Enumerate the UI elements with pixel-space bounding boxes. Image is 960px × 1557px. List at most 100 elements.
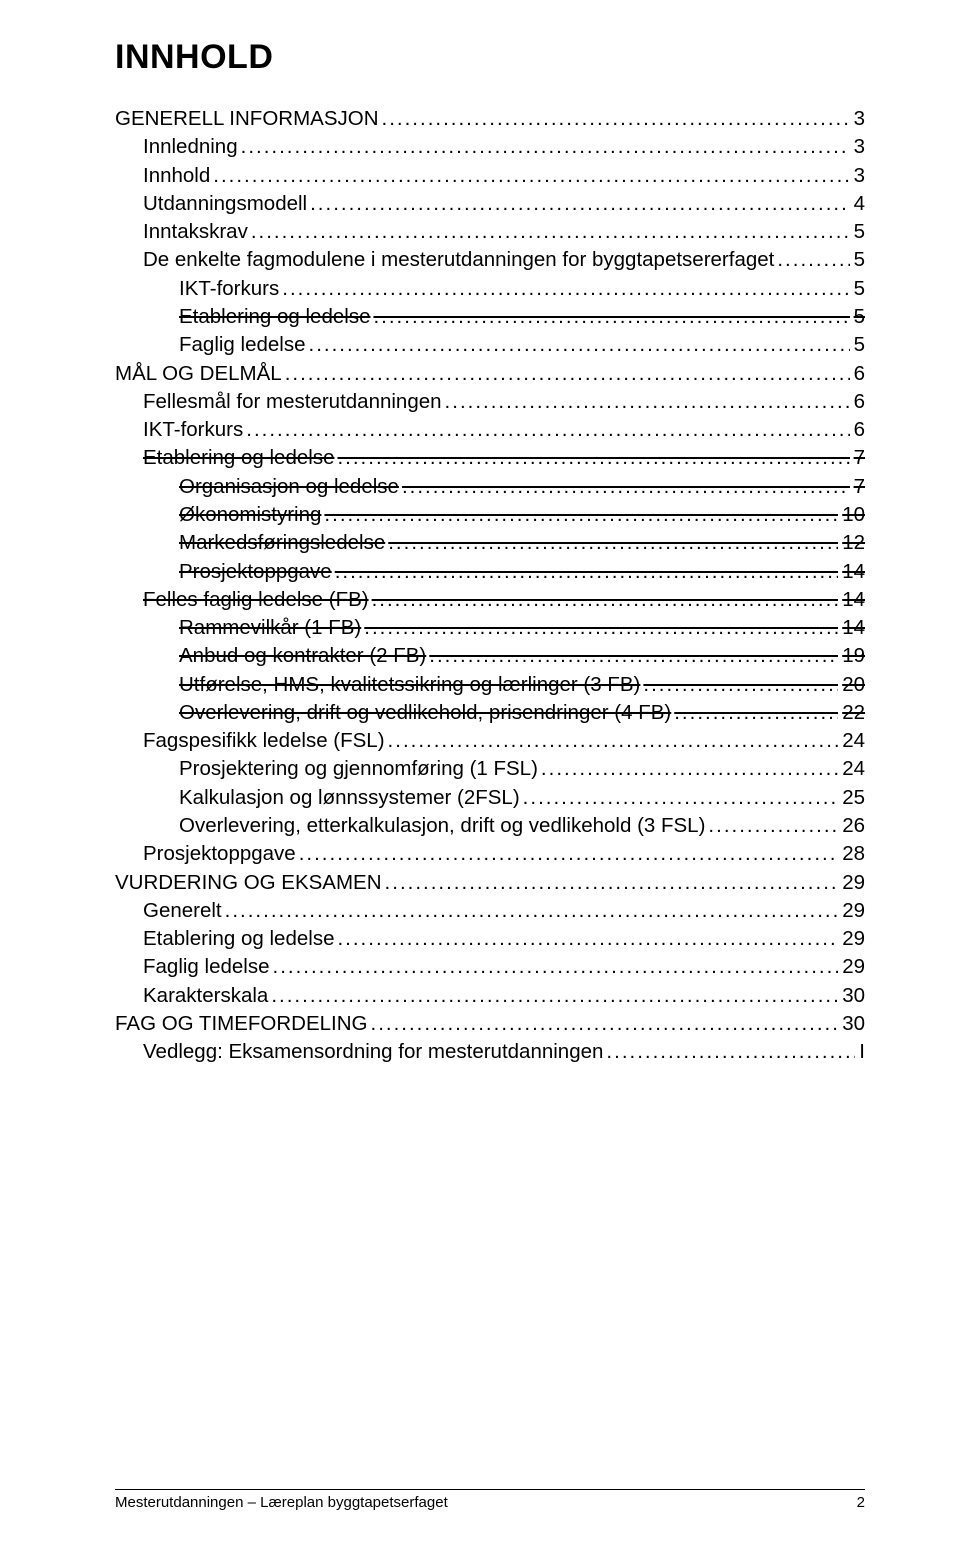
toc-row: Prosjektoppgave.........................…	[115, 558, 865, 586]
toc-page-number: I	[855, 1038, 865, 1066]
toc-row: Karakterskala...........................…	[115, 982, 865, 1010]
toc-leader-dots: ........................................…	[334, 925, 838, 953]
toc-row: Etablering og ledelse...................…	[115, 303, 865, 331]
toc-label: Fagspesifikk ledelse (FSL)	[143, 727, 385, 755]
toc-leader-dots: ........................................…	[279, 275, 849, 303]
toc-leader-dots: ........................................…	[361, 614, 838, 642]
toc-page-number: 19	[838, 642, 865, 670]
toc-leader-dots: ........................................…	[238, 133, 850, 161]
toc-label: Fellesmål for mesterutdanningen	[143, 388, 442, 416]
toc-leader-dots: ........................................…	[385, 727, 839, 755]
toc-row: Organisasjon og ledelse.................…	[115, 473, 865, 501]
toc-row: Fellesmål for mesterutdanningen.........…	[115, 388, 865, 416]
toc-page-number: 6	[850, 360, 865, 388]
toc-row: Anbud og kontrakter (2 FB)..............…	[115, 642, 865, 670]
toc-row: VURDERING OG EKSAMEN....................…	[115, 869, 865, 897]
toc-label: Prosjektoppgave	[143, 840, 296, 868]
toc-leader-dots: ........................................…	[222, 897, 839, 925]
toc-label: Prosjektoppgave	[179, 558, 332, 586]
toc-page-number: 5	[850, 331, 865, 359]
toc-leader-dots: ........................................…	[520, 784, 839, 812]
toc-page-number: 30	[838, 1010, 865, 1038]
toc-row: Inntakskrav.............................…	[115, 218, 865, 246]
footer-page-number: 2	[857, 1494, 865, 1511]
toc-row: IKT-forkurs.............................…	[115, 275, 865, 303]
toc-page-number: 5	[850, 303, 865, 331]
footer-divider	[115, 1489, 865, 1490]
toc-page-number: 22	[838, 699, 865, 727]
toc-leader-dots: ........................................…	[332, 558, 838, 586]
toc-row: De enkelte fagmodulene i mesterutdanning…	[115, 246, 865, 274]
toc-row: Innledning..............................…	[115, 133, 865, 161]
toc-leader-dots: ........................................…	[307, 190, 849, 218]
toc-label: Markedsføringsledelse	[179, 529, 385, 557]
toc-page-number: 28	[838, 840, 865, 868]
toc-page-number: 10	[838, 501, 865, 529]
toc-row: FAG OG TIMEFORDELING....................…	[115, 1010, 865, 1038]
footer: Mesterutdanningen – Læreplan byggtapetse…	[115, 1489, 865, 1511]
toc-row: Utførelse, HMS, kvalitetssikring og lærl…	[115, 671, 865, 699]
toc-row: IKT-forkurs.............................…	[115, 416, 865, 444]
toc-leader-dots: ........................................…	[334, 444, 849, 472]
toc-label: IKT-forkurs	[179, 275, 279, 303]
toc-label: Prosjektering og gjennomføring (1 FSL)	[179, 755, 538, 783]
toc-row: Etablering og ledelse...................…	[115, 925, 865, 953]
toc-label: Organisasjon og ledelse	[179, 473, 399, 501]
toc-leader-dots: ........................................…	[382, 869, 839, 897]
toc-label: Faglig ledelse	[143, 953, 270, 981]
toc-row: Felles faglig ledelse (FB)..............…	[115, 586, 865, 614]
toc-row: Generelt................................…	[115, 897, 865, 925]
toc-page-number: 14	[838, 586, 865, 614]
toc-leader-dots: ........................................…	[368, 1010, 839, 1038]
toc-page-number: 7	[850, 444, 865, 472]
toc-leader-dots: ........................................…	[774, 246, 849, 274]
toc-page-number: 25	[838, 784, 865, 812]
toc-label: Felles faglig ledelse (FB)	[143, 586, 369, 614]
toc-page-number: 5	[850, 275, 865, 303]
table-of-contents: GENERELL INFORMASJON....................…	[115, 105, 865, 1067]
toc-label: Innledning	[143, 133, 238, 161]
toc-leader-dots: ........................................…	[243, 416, 849, 444]
toc-row: Prosjektering og gjennomføring (1 FSL)..…	[115, 755, 865, 783]
toc-page-number: 30	[838, 982, 865, 1010]
toc-leader-dots: ........................................…	[385, 529, 838, 557]
toc-row: Prosjektoppgave.........................…	[115, 840, 865, 868]
toc-label: Anbud og kontrakter (2 FB)	[179, 642, 426, 670]
toc-leader-dots: ........................................…	[270, 953, 839, 981]
toc-label: Vedlegg: Eksamensordning for mesterutdan…	[143, 1038, 603, 1066]
toc-label: Etablering og ledelse	[143, 925, 334, 953]
toc-row: Rammevilkår (1 FB)......................…	[115, 614, 865, 642]
toc-row: Etablering og ledelse...................…	[115, 444, 865, 472]
toc-page-number: 12	[838, 529, 865, 557]
toc-leader-dots: ........................................…	[282, 360, 850, 388]
toc-row: Innhold.................................…	[115, 162, 865, 190]
toc-leader-dots: ........................................…	[370, 303, 849, 331]
toc-leader-dots: ........................................…	[369, 586, 839, 614]
toc-page-number: 4	[850, 190, 865, 218]
toc-leader-dots: ........................................…	[379, 105, 850, 133]
toc-label: Kalkulasjon og lønnssystemer (2FSL)	[179, 784, 520, 812]
toc-label: Etablering og ledelse	[179, 303, 370, 331]
toc-leader-dots: ........................................…	[210, 162, 849, 190]
toc-label: MÅL OG DELMÅL	[115, 360, 282, 388]
toc-leader-dots: ........................................…	[321, 501, 838, 529]
toc-leader-dots: ........................................…	[399, 473, 850, 501]
toc-page-number: 14	[838, 558, 865, 586]
toc-label: Rammevilkår (1 FB)	[179, 614, 361, 642]
toc-label: VURDERING OG EKSAMEN	[115, 869, 382, 897]
page-title: INNHOLD	[115, 38, 865, 77]
toc-row: GENERELL INFORMASJON....................…	[115, 105, 865, 133]
toc-page-number: 3	[850, 162, 865, 190]
toc-page-number: 24	[838, 755, 865, 783]
toc-row: Overlevering, drift og vedlikehold, pris…	[115, 699, 865, 727]
toc-leader-dots: ........................................…	[538, 755, 838, 783]
toc-label: Generelt	[143, 897, 222, 925]
toc-page-number: 29	[838, 897, 865, 925]
toc-row: Markedsføringsledelse...................…	[115, 529, 865, 557]
toc-page-number: 3	[850, 133, 865, 161]
toc-leader-dots: ........................................…	[640, 671, 838, 699]
toc-label: De enkelte fagmodulene i mesterutdanning…	[143, 246, 774, 274]
toc-row: Økonomistyring..........................…	[115, 501, 865, 529]
toc-label: Økonomistyring	[179, 501, 321, 529]
toc-row: Vedlegg: Eksamensordning for mesterutdan…	[115, 1038, 865, 1066]
